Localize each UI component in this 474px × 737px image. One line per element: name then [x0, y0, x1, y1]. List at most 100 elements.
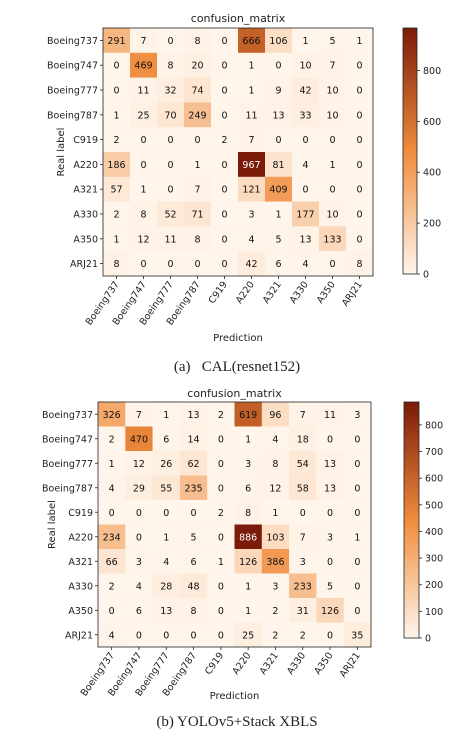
cell-value-label: 233: [294, 581, 312, 592]
heatmap-cell: [346, 152, 374, 178]
cell-value-label: 1: [163, 410, 169, 421]
heatmap-cell: [234, 402, 263, 427]
cell-value-label: 4: [163, 557, 169, 568]
heatmap-cell: [234, 622, 263, 648]
heatmap-cell: [289, 475, 317, 501]
heatmap-cell: [261, 573, 290, 599]
y-tick-label: ARJ21: [70, 259, 98, 270]
chart-title: confusion_matrix: [187, 387, 282, 400]
cell-value-label: 0: [136, 532, 142, 543]
heatmap-cell: [184, 226, 212, 252]
cell-value-label: 0: [167, 36, 173, 47]
heatmap-cell: [343, 402, 372, 427]
cell-value-label: 8: [113, 259, 119, 270]
heatmap-cell: [319, 28, 347, 54]
cell-value-label: 13: [299, 234, 311, 245]
heatmap-cell: [238, 176, 266, 202]
heatmap-cell: [265, 102, 293, 128]
heatmap-cell: [152, 622, 181, 648]
cell-value-label: 2: [113, 210, 119, 221]
heatmap-cell: [292, 28, 320, 54]
cell-value-label: 42: [299, 86, 311, 97]
heatmap-cell: [316, 451, 344, 476]
cell-value-label: 11: [324, 410, 336, 421]
cell-value-label: 13: [160, 606, 172, 617]
heatmap-cell: [346, 77, 374, 103]
cell-value-label: 1: [354, 532, 360, 543]
cell-value-label: 133: [323, 234, 341, 245]
heatmap-cell: [98, 402, 126, 427]
x-axis-label: Prediction: [210, 691, 260, 702]
cell-value-label: 81: [272, 160, 284, 171]
x-tick-label: A321: [258, 650, 281, 676]
heatmap-cell: [207, 426, 235, 452]
heatmap-cell: [98, 451, 126, 476]
colorbar-tick-label: 800: [423, 66, 441, 77]
cell-value-label: 2: [272, 630, 278, 641]
heatmap-cell: [292, 201, 320, 227]
heatmap-cell: [179, 524, 208, 550]
heatmap-cell: [319, 176, 347, 202]
cell-value-label: 2: [272, 606, 278, 617]
heatmap-cell: [234, 549, 263, 574]
heatmap-cell: [238, 77, 266, 103]
cell-value-label: 0: [218, 434, 224, 445]
heatmap-cell: [125, 549, 153, 574]
heatmap-cell: [265, 226, 293, 252]
y-tick-label: Boeing737: [47, 36, 98, 47]
cell-value-label: 4: [302, 259, 308, 270]
x-tick-label: A220: [230, 650, 253, 676]
heatmap-cell: [343, 573, 372, 599]
cell-value-label: 13: [272, 110, 284, 121]
cell-value-label: 2: [300, 630, 306, 641]
y-tick-label: Boeing777: [42, 459, 93, 470]
heatmap-cell: [211, 127, 239, 153]
colorbar-tick-label: 500: [425, 500, 443, 511]
heatmap-cell: [292, 77, 320, 103]
cell-value-label: 470: [130, 434, 148, 445]
heatmap-cell: [289, 573, 317, 599]
heatmap-cell: [346, 127, 374, 153]
figure-caption: (a) CAL(resnet152): [174, 359, 300, 375]
x-tick-label: A330: [288, 279, 311, 305]
heatmap-cell: [238, 52, 266, 78]
heatmap-cell: [346, 251, 374, 277]
heatmap-cell: [319, 127, 347, 153]
cell-value-label: 5: [327, 581, 333, 592]
cell-value-label: 11: [137, 86, 149, 97]
cell-value-label: 0: [356, 86, 362, 97]
heatmap-cell: [130, 226, 158, 252]
heatmap-cell: [292, 52, 320, 78]
cell-value-label: 0: [300, 508, 306, 519]
cell-value-label: 0: [221, 259, 227, 270]
cell-value-label: 7: [140, 36, 146, 47]
heatmap-cell: [261, 549, 290, 574]
heatmap-cell: [125, 524, 153, 550]
colorbar-tick-label: 600: [423, 117, 441, 128]
cell-value-label: 7: [300, 410, 306, 421]
heatmap-cell: [207, 475, 235, 501]
heatmap-cell: [319, 102, 347, 128]
heatmap-cell: [125, 500, 153, 525]
heatmap-cell: [343, 426, 372, 452]
heatmap-cell: [292, 152, 320, 178]
cell-value-label: 0: [221, 234, 227, 245]
cell-value-label: 54: [297, 459, 309, 470]
cell-value-label: 0: [163, 508, 169, 519]
cell-value-label: 7: [136, 410, 142, 421]
cell-value-label: 0: [329, 135, 335, 146]
cell-value-label: 0: [329, 259, 335, 270]
cell-value-label: 0: [354, 459, 360, 470]
cell-value-label: 666: [242, 36, 260, 47]
cell-value-label: 6: [275, 259, 281, 270]
heatmap-cell: [346, 52, 374, 78]
y-tick-label: A321: [73, 185, 98, 196]
cell-value-label: 7: [248, 135, 254, 146]
heatmap-cell: [316, 500, 344, 525]
cell-value-label: 26: [160, 459, 172, 470]
heatmap-cell: [292, 251, 320, 277]
cell-value-label: 14: [188, 434, 200, 445]
heatmap-cell: [152, 524, 181, 550]
heatmap-cell: [289, 426, 317, 452]
